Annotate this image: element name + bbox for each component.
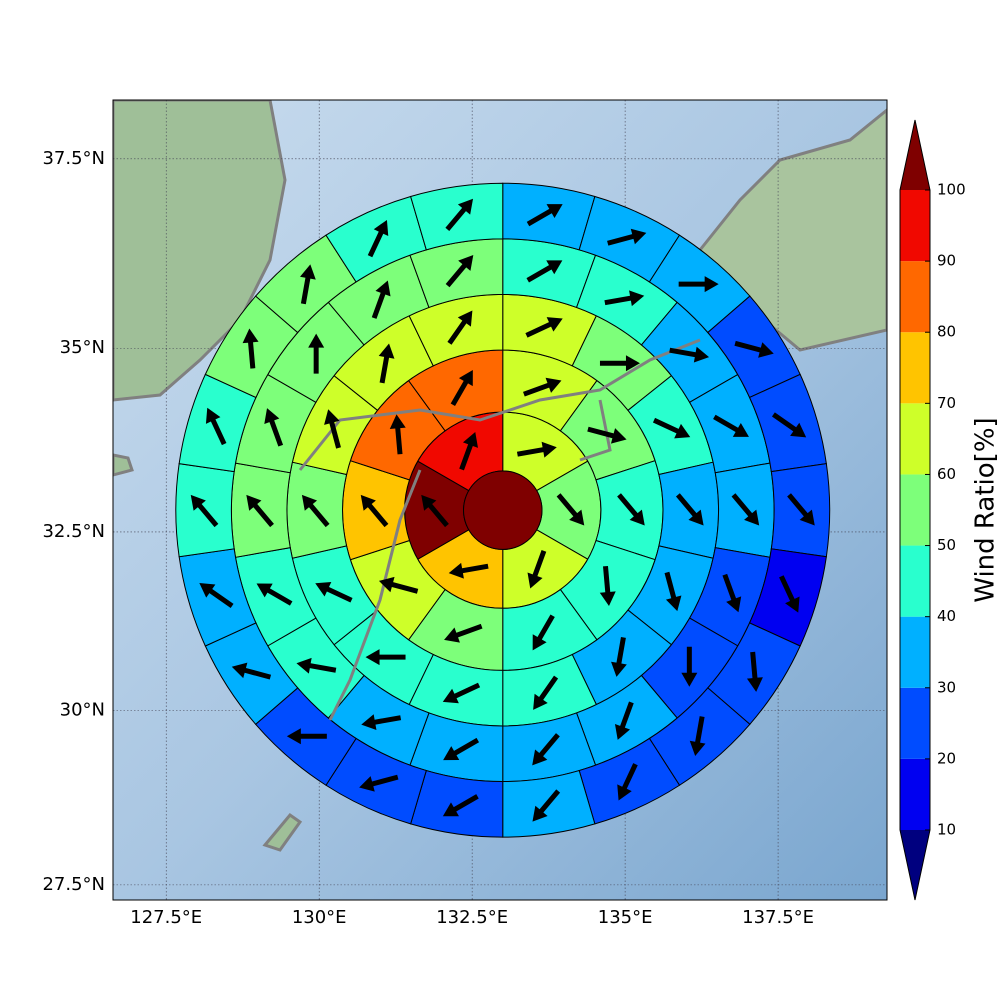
colorbar-bin: [900, 474, 930, 545]
polar-grid: [176, 183, 830, 837]
colorbar-tick-label: 40: [937, 607, 956, 625]
colorbar-label: Wind Ratio[%]: [971, 417, 1000, 602]
colorbar-bin: [900, 190, 930, 261]
colorbar-tick-label: 100: [937, 181, 966, 199]
x-tick-label: 132.5°E: [436, 907, 508, 928]
colorbar-tick-label: 70: [937, 394, 956, 412]
center-cell: [464, 471, 542, 549]
y-tick-label: 30°N: [60, 700, 105, 721]
colorbar-bin: [900, 261, 930, 332]
land: [113, 455, 132, 475]
y-tick-label: 32.5°N: [42, 521, 105, 542]
x-tick-label: 130°E: [292, 907, 347, 928]
colorbar-tick-label: 50: [937, 536, 956, 554]
colorbar-tick-label: 90: [937, 252, 956, 270]
colorbar-bin: [900, 546, 930, 617]
x-tick-label: 135°E: [598, 907, 653, 928]
colorbar-tick-label: 80: [937, 323, 956, 341]
colorbar-tick-label: 60: [937, 465, 956, 483]
colorbar-bin: [900, 403, 930, 474]
x-tick-label: 127.5°E: [130, 907, 202, 928]
colorbar-tick-label: 10: [937, 821, 956, 839]
colorbar: 10 20 30 40 50 60 70 80 90 100: [900, 120, 966, 900]
colorbar-tick-label: 20: [937, 749, 956, 767]
colorbar-under: [900, 830, 930, 900]
x-tick-label: 137.5°E: [742, 907, 814, 928]
colorbar-bin: [900, 617, 930, 688]
colorbar-bin: [900, 332, 930, 403]
y-tick-label: 37.5°N: [42, 148, 105, 169]
colorbar-tick-label: 30: [937, 678, 956, 696]
y-tick-label: 27.5°N: [42, 874, 105, 895]
y-tick-label: 35°N: [60, 337, 105, 358]
colorbar-over: [900, 120, 930, 190]
colorbar-bin: [900, 759, 930, 830]
colorbar-bin: [900, 688, 930, 759]
